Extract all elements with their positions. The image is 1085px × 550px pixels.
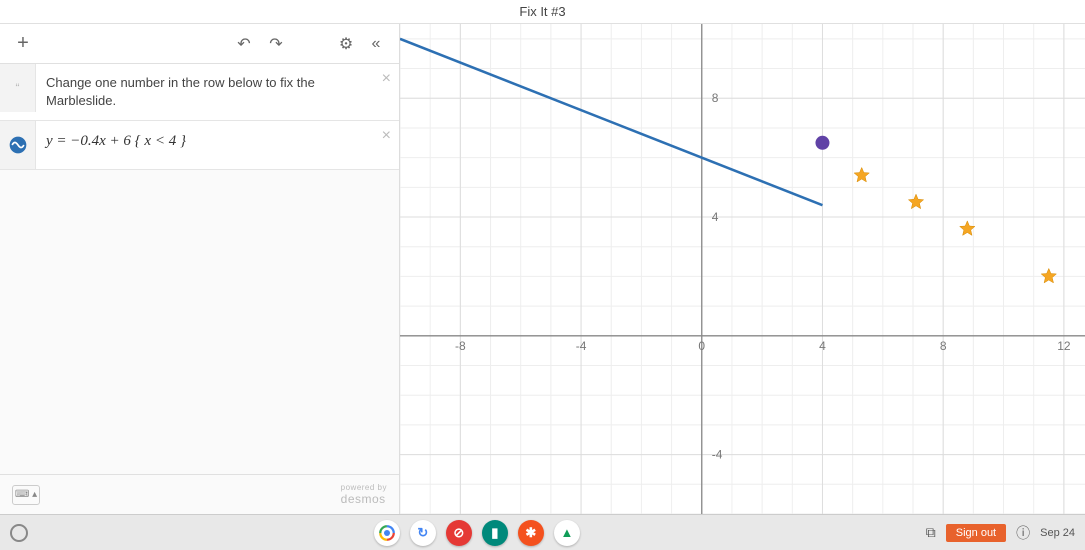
collapse-panel-button[interactable]: «	[361, 29, 391, 59]
svg-text:0: 0	[698, 339, 705, 353]
row-gutter-quote-icon: “	[0, 64, 36, 112]
left-toolbar: + ↶ ↷ ⚙ «	[0, 24, 399, 64]
taskbar-app-orange-app[interactable]: ✱	[518, 520, 544, 546]
svg-text:8: 8	[940, 339, 947, 353]
taskbar-app-sync[interactable]: ↻	[410, 520, 436, 546]
screenshot-tray-icon[interactable]: ⧉	[926, 524, 936, 541]
svg-text:4: 4	[819, 339, 826, 353]
taskbar-app-drive[interactable]: ▲	[554, 520, 580, 546]
graph-svg: -8 -4 0 4 8 12 -4 4 8	[400, 24, 1085, 514]
svg-text:8: 8	[712, 91, 719, 105]
redo-button[interactable]: ↷	[261, 29, 291, 59]
row-text-content: Change one number in the row below to fi…	[36, 64, 399, 120]
info-tray-icon[interactable]: ⓘ	[1016, 523, 1030, 543]
page-title: Fix It #3	[0, 0, 1085, 24]
svg-text:4: 4	[712, 210, 719, 224]
add-expression-button[interactable]: +	[8, 29, 38, 59]
taskbar: ↻ ⊘ ▮ ✱ ▲ ⧉ Sign out ⓘ Sep 24	[0, 514, 1085, 550]
taskbar-app-red-app[interactable]: ⊘	[446, 520, 472, 546]
taskbar-app-teal-app[interactable]: ▮	[482, 520, 508, 546]
settings-button[interactable]: ⚙	[331, 29, 361, 59]
delete-row-button[interactable]: ×	[382, 70, 391, 88]
svg-text:12: 12	[1057, 339, 1071, 353]
equation-row[interactable]: y = −0.4x + 6 { x < 4 } ×	[0, 121, 399, 170]
undo-button[interactable]: ↶	[229, 29, 259, 59]
expression-panel: + ↶ ↷ ⚙ « “ Change one number in the row…	[0, 24, 400, 514]
launcher-button[interactable]	[10, 524, 28, 542]
graph-area[interactable]: -8 -4 0 4 8 12 -4 4 8	[400, 24, 1085, 514]
expression-list: “ Change one number in the row below to …	[0, 64, 399, 474]
equation-content[interactable]: y = −0.4x + 6 { x < 4 }	[36, 121, 399, 162]
keyboard-toggle-button[interactable]: ⌨ ▴	[12, 485, 40, 505]
svg-text:-8: -8	[455, 339, 466, 353]
row-gutter-wave-icon	[0, 121, 36, 169]
taskbar-app-chrome[interactable]	[374, 520, 400, 546]
delete-row-button[interactable]: ×	[382, 127, 391, 145]
desmos-logo: powered by desmos	[341, 484, 387, 506]
tray-date: Sep 24	[1040, 527, 1075, 539]
svg-text:-4: -4	[576, 339, 587, 353]
text-row[interactable]: “ Change one number in the row below to …	[0, 64, 399, 121]
panel-footer: ⌨ ▴ powered by desmos	[0, 474, 399, 514]
sign-out-button[interactable]: Sign out	[946, 524, 1006, 542]
svg-text:-4: -4	[712, 448, 723, 462]
